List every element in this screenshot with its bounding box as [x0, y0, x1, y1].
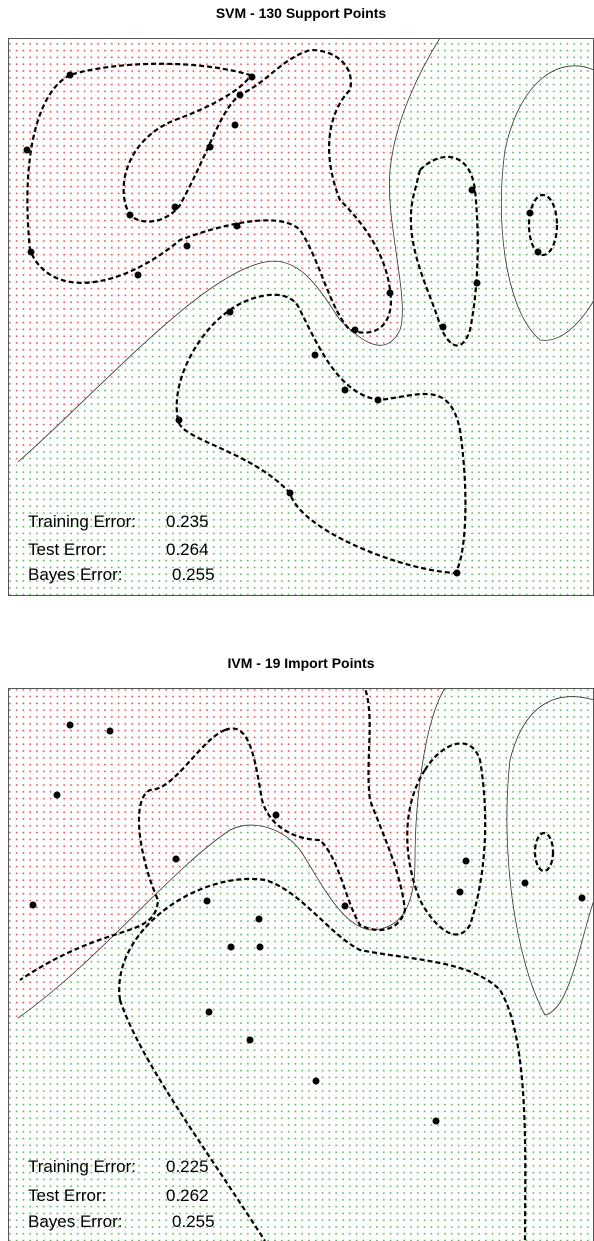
margin-contour: [409, 155, 479, 347]
plot-area: [8, 38, 594, 596]
error-value: 0.264: [166, 540, 209, 559]
margin-contour: [19, 688, 407, 981]
error-value: 0.225: [166, 1157, 209, 1176]
panel-title: SVM - 130 Support Points: [216, 5, 387, 21]
margin-contour: [118, 877, 527, 1241]
error-stats: Training Error: 0.225 Test Error: 0.262 …: [28, 1157, 215, 1231]
error-label: Test Error:: [28, 1186, 106, 1205]
decision-boundary: [8, 38, 441, 463]
margin-contour: [175, 293, 467, 575]
red-region: [8, 38, 440, 470]
error-label: Bayes Error:: [28, 1212, 122, 1231]
error-value: 0.255: [172, 565, 215, 584]
error-value: 0.255: [172, 1212, 215, 1231]
plot-area: [8, 688, 594, 1241]
panel-title: IVM - 19 Import Points: [227, 655, 374, 671]
support-points: [23, 71, 542, 577]
import-points: [29, 721, 586, 1125]
red-region: [500, 65, 594, 341]
error-label: Bayes Error:: [28, 565, 122, 584]
error-label: Training Error:: [28, 512, 136, 531]
red-region: [506, 696, 594, 1016]
margin-contour: [527, 193, 559, 257]
error-value: 0.235: [166, 512, 209, 531]
decision-boundary: [17, 688, 446, 1019]
error-label: Test Error:: [28, 540, 106, 559]
margin-contour: [533, 831, 555, 873]
error-value: 0.262: [166, 1186, 209, 1205]
error-stats: Training Error: 0.235 Test Error: 0.264 …: [28, 512, 215, 584]
margin-contour: [406, 742, 487, 936]
red-region: [8, 688, 445, 1025]
error-label: Training Error:: [28, 1157, 136, 1176]
